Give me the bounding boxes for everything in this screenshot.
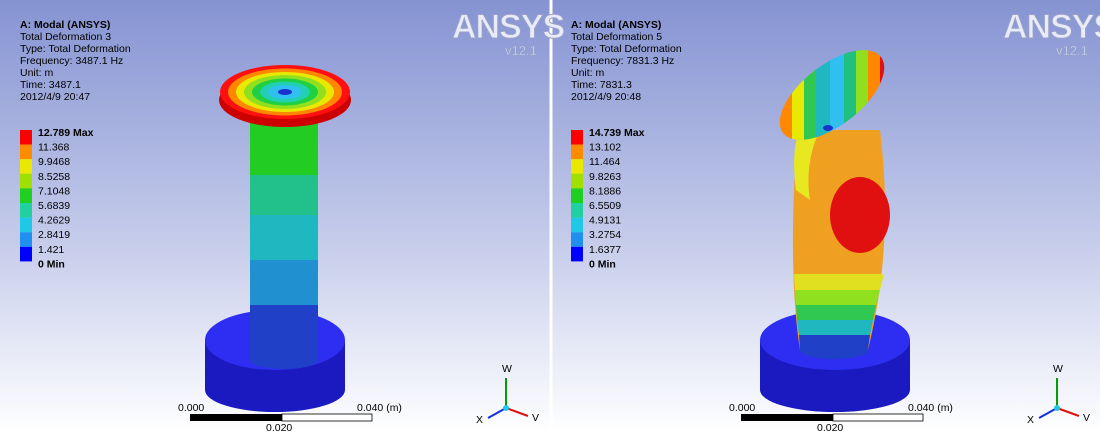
axis-label: X bbox=[1027, 414, 1034, 426]
scale-bar-white bbox=[833, 414, 923, 421]
info-line: Unit: m bbox=[571, 67, 605, 79]
legend-swatch bbox=[20, 188, 32, 203]
logo: ANSYS bbox=[1003, 8, 1100, 46]
legend-swatch bbox=[571, 188, 583, 203]
info-line: Time: 7831.3 bbox=[571, 79, 632, 91]
legend-swatch bbox=[571, 145, 583, 160]
legend-label: 0 Min bbox=[38, 258, 65, 270]
legend-label: 11.464 bbox=[589, 156, 620, 168]
title: A: Modal (ANSYS) bbox=[571, 19, 661, 31]
legend-label: 9.8263 bbox=[589, 171, 621, 183]
scale-bar-white bbox=[282, 414, 372, 421]
info-line: Unit: m bbox=[20, 67, 54, 79]
scale-bar-black bbox=[741, 414, 833, 421]
legend-swatch bbox=[20, 218, 32, 233]
scale-middle: 0.020 bbox=[817, 422, 843, 432]
legend-swatch bbox=[20, 145, 32, 160]
title: A: Modal (ANSYS) bbox=[20, 19, 110, 31]
legend-label: 12.789 Max bbox=[38, 127, 94, 139]
legend-swatch bbox=[571, 218, 583, 233]
legend-swatch bbox=[20, 159, 32, 174]
legend-label: 2.8419 bbox=[38, 229, 70, 241]
legend-swatch bbox=[20, 232, 32, 247]
triad-origin bbox=[503, 405, 509, 411]
legend-label: 1.6377 bbox=[589, 244, 621, 256]
scale-right: 0.040 (m) bbox=[357, 402, 402, 414]
info-line: 2012/4/9 20:48 bbox=[571, 91, 641, 103]
axis-label: V bbox=[1083, 412, 1090, 424]
legend-label: 6.5509 bbox=[589, 200, 621, 212]
legend-label: 14.739 Max bbox=[589, 127, 645, 139]
legend-label: 8.5258 bbox=[38, 171, 70, 183]
info-line: Time: 3487.1 bbox=[20, 79, 81, 91]
legend-swatch bbox=[571, 130, 583, 145]
info-line: Frequency: 3487.1 Hz bbox=[20, 55, 123, 67]
legend-swatch bbox=[20, 247, 32, 262]
info-line: Type: Total Deformation bbox=[571, 43, 682, 55]
legend-label: 1.421 bbox=[38, 244, 64, 256]
axis-label: V bbox=[532, 412, 539, 424]
legend-swatch bbox=[571, 203, 583, 218]
screenshot: A: Modal (ANSYS)Total Deformation 3Type:… bbox=[0, 0, 1100, 432]
legend-label: 11.368 bbox=[38, 142, 69, 154]
version: v12.1 bbox=[505, 43, 537, 58]
info-line: Total Deformation 3 bbox=[20, 31, 111, 43]
legend-swatch bbox=[20, 130, 32, 145]
triad-origin bbox=[1054, 405, 1060, 411]
scale-right: 0.040 (m) bbox=[908, 402, 953, 414]
axis-label: W bbox=[502, 363, 512, 375]
scale-middle: 0.020 bbox=[266, 422, 292, 432]
scale-bar-black bbox=[190, 414, 282, 421]
legend-label: 9.9468 bbox=[38, 156, 70, 168]
scale-left: 0.000 bbox=[729, 402, 755, 414]
legend-label: 0 Min bbox=[589, 258, 616, 270]
legend-swatch bbox=[571, 159, 583, 174]
legend-swatch bbox=[20, 174, 32, 189]
version: v12.1 bbox=[1056, 43, 1088, 58]
legend-swatch bbox=[571, 174, 583, 189]
info-line: Frequency: 7831.3 Hz bbox=[571, 55, 674, 67]
legend-swatch bbox=[571, 247, 583, 262]
legend-label: 4.9131 bbox=[589, 215, 621, 227]
axis-label: X bbox=[476, 414, 483, 426]
logo: ANSYS bbox=[452, 8, 564, 46]
legend-swatch bbox=[20, 203, 32, 218]
info-line: Type: Total Deformation bbox=[20, 43, 131, 55]
legend-label: 4.2629 bbox=[38, 215, 70, 227]
legend-label: 3.2754 bbox=[589, 229, 621, 241]
legend-label: 8.1886 bbox=[589, 185, 621, 197]
legend-label: 13.102 bbox=[589, 142, 621, 154]
legend-label: 5.6839 bbox=[38, 200, 70, 212]
legend-label: 7.1048 bbox=[38, 185, 70, 197]
info-line: Total Deformation 5 bbox=[571, 31, 662, 43]
legend-swatch bbox=[571, 232, 583, 247]
axis-label: W bbox=[1053, 363, 1063, 375]
scale-left: 0.000 bbox=[178, 402, 204, 414]
info-line: 2012/4/9 20:47 bbox=[20, 91, 90, 103]
